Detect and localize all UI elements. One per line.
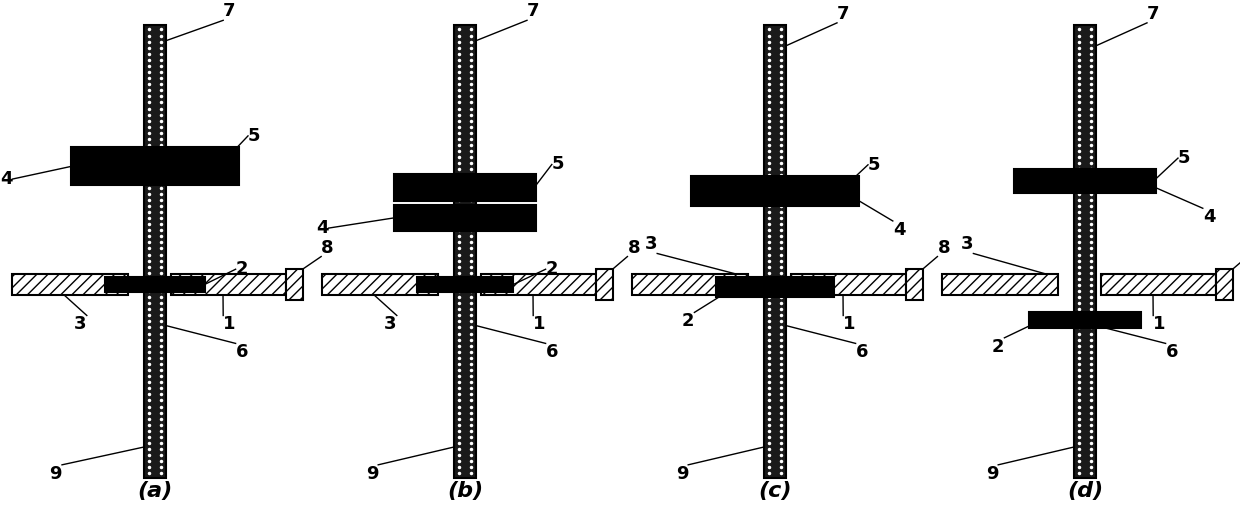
Bar <box>105 277 205 292</box>
Text: 2: 2 <box>992 338 1004 356</box>
Bar <box>692 176 858 206</box>
Bar <box>1101 274 1216 295</box>
Bar <box>906 269 923 300</box>
Text: 3: 3 <box>961 236 973 253</box>
Text: 8: 8 <box>321 239 334 257</box>
Text: 7: 7 <box>1147 5 1159 23</box>
Text: 1: 1 <box>843 315 856 333</box>
Bar <box>286 269 303 300</box>
Bar <box>596 269 613 300</box>
Text: (a): (a) <box>138 482 172 501</box>
Text: 7: 7 <box>527 3 539 20</box>
Bar <box>454 25 476 478</box>
Text: 4: 4 <box>893 221 905 239</box>
Text: 1: 1 <box>1153 315 1166 333</box>
Bar <box>394 174 536 201</box>
Text: 5: 5 <box>248 127 260 145</box>
Text: 1: 1 <box>223 315 236 333</box>
Text: 5: 5 <box>552 155 564 174</box>
Bar <box>1216 269 1233 300</box>
Text: 7: 7 <box>837 5 849 23</box>
Text: 6: 6 <box>546 343 558 361</box>
Text: 6: 6 <box>236 343 248 361</box>
Text: 9: 9 <box>986 465 998 483</box>
Text: 1: 1 <box>533 315 546 333</box>
Text: 3: 3 <box>645 236 657 253</box>
Bar <box>144 25 166 478</box>
Text: 2: 2 <box>682 312 694 330</box>
Bar <box>1074 25 1096 478</box>
Bar <box>791 274 906 295</box>
Text: 5: 5 <box>1178 149 1190 167</box>
Text: 8: 8 <box>627 239 640 257</box>
Text: 6: 6 <box>856 343 868 361</box>
Bar <box>12 274 128 295</box>
Bar <box>71 147 238 185</box>
Text: (d): (d) <box>1066 482 1104 501</box>
Text: (b): (b) <box>446 482 484 501</box>
Bar <box>171 274 286 295</box>
Text: 8: 8 <box>937 239 950 257</box>
Bar <box>1029 312 1141 328</box>
Text: 2: 2 <box>546 260 558 278</box>
Text: 4: 4 <box>1203 208 1215 226</box>
Text: 2: 2 <box>236 260 248 278</box>
Bar <box>481 274 596 295</box>
Text: 9: 9 <box>676 465 688 483</box>
Bar <box>417 277 513 292</box>
Text: 9: 9 <box>50 465 62 483</box>
Bar <box>632 274 748 295</box>
Text: (c): (c) <box>758 482 792 501</box>
Text: 3: 3 <box>384 315 397 333</box>
Bar <box>1014 169 1156 193</box>
Bar <box>322 274 438 295</box>
Text: 7: 7 <box>223 3 236 20</box>
Bar <box>394 205 536 231</box>
Text: 5: 5 <box>868 156 880 174</box>
Text: 4: 4 <box>0 170 12 188</box>
Text: 4: 4 <box>316 219 329 237</box>
Text: 3: 3 <box>74 315 87 333</box>
Text: 6: 6 <box>1166 343 1178 361</box>
Bar <box>764 25 786 478</box>
Bar <box>942 274 1058 295</box>
Text: 9: 9 <box>366 465 378 483</box>
Bar <box>717 277 833 297</box>
